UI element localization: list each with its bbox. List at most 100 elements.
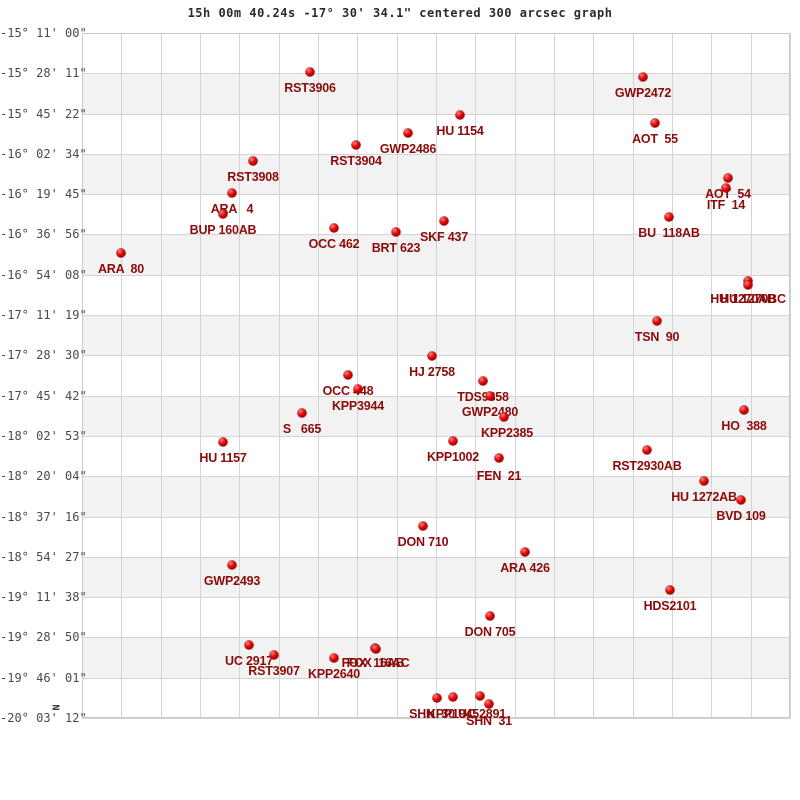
star-label: GWP2493 bbox=[203, 574, 261, 588]
star-label: RST3906 bbox=[284, 81, 336, 95]
star-dot bbox=[499, 412, 509, 422]
star-label: HO 388 bbox=[721, 419, 767, 433]
gridline-vertical bbox=[633, 33, 634, 718]
gridline-vertical bbox=[790, 33, 791, 718]
star-label: UC 2917 bbox=[225, 654, 273, 668]
star-dot bbox=[739, 405, 749, 415]
star-dot bbox=[638, 72, 648, 82]
gridline-vertical bbox=[279, 33, 280, 718]
star-label: UC 2891 bbox=[458, 707, 506, 721]
star-dot bbox=[329, 653, 339, 663]
star-label: GWP2472 bbox=[614, 86, 672, 100]
y-tick-label: -17° 45' 42" bbox=[0, 388, 87, 403]
star-dot bbox=[484, 699, 494, 709]
y-tick-label: -18° 20' 04" bbox=[0, 469, 87, 484]
star-dot bbox=[329, 223, 339, 233]
y-tick-label: -15° 28' 11" bbox=[0, 66, 87, 81]
gridline-vertical bbox=[711, 33, 712, 718]
star-dot bbox=[455, 110, 465, 120]
gridline-horizontal bbox=[82, 33, 790, 34]
star-dot bbox=[520, 547, 530, 557]
star-dot bbox=[723, 173, 733, 183]
star-label: KPP1002 bbox=[426, 450, 480, 464]
star-label: TDS9858 bbox=[457, 390, 509, 404]
star-label: BVD 109 bbox=[716, 509, 766, 523]
gridline-horizontal bbox=[82, 396, 790, 397]
gridline-vertical bbox=[672, 33, 673, 718]
star-dot bbox=[116, 248, 126, 258]
y-tick-label: -17° 28' 30" bbox=[0, 348, 87, 363]
gridline-vertical bbox=[554, 33, 555, 718]
star-label: HU 1270BC bbox=[720, 292, 786, 306]
star-label: ARA 80 bbox=[97, 262, 145, 276]
star-label: AOT 55 bbox=[632, 132, 678, 146]
star-label: HU 1157 bbox=[199, 451, 247, 465]
gridline-horizontal bbox=[82, 597, 790, 598]
star-label: FEN 21 bbox=[476, 469, 522, 483]
y-tick-label: -16° 54' 08" bbox=[0, 267, 87, 282]
chart-title: 15h 00m 40.24s -17° 30' 34.1" centered 3… bbox=[187, 6, 613, 20]
gridline-horizontal bbox=[82, 436, 790, 437]
y-tick-label: -18° 54' 27" bbox=[0, 549, 87, 564]
star-dot bbox=[736, 495, 746, 505]
star-label: RST2930AB bbox=[612, 459, 682, 473]
plot-area: RST3906 GWP2472 HU 1154 AOT 55 GWP2486 RST390… bbox=[82, 33, 791, 728]
north-indicator: N bbox=[49, 704, 61, 711]
star-dot bbox=[478, 376, 488, 386]
star-label: FOX 16AC bbox=[346, 656, 410, 670]
star-dot bbox=[351, 140, 361, 150]
star-label: ITF 14 bbox=[706, 198, 746, 212]
star-label: HDS2101 bbox=[643, 599, 697, 613]
gridline-horizontal bbox=[82, 517, 790, 518]
gridline-horizontal bbox=[82, 557, 790, 558]
y-tick-label: -15° 45' 22" bbox=[0, 106, 87, 121]
star-dot bbox=[642, 445, 652, 455]
y-tick-label: -16° 19' 45" bbox=[0, 187, 87, 202]
star-label: KPP3944 bbox=[331, 399, 385, 413]
gridline-horizontal bbox=[82, 73, 790, 74]
gridline-vertical bbox=[239, 33, 240, 718]
gridline-horizontal bbox=[82, 275, 790, 276]
star-label: KPP2385 bbox=[480, 426, 534, 440]
star-dot bbox=[371, 644, 381, 654]
star-dot bbox=[432, 693, 442, 703]
star-label: HJ 2758 bbox=[409, 365, 455, 379]
star-dot bbox=[269, 650, 279, 660]
star-label: RST3907 bbox=[248, 664, 300, 678]
star-label: SHN 30 bbox=[409, 707, 455, 721]
star-dot bbox=[485, 391, 495, 401]
gridline-vertical bbox=[475, 33, 476, 718]
star-label: SKF 437 bbox=[420, 230, 468, 244]
y-tick-label: -20° 03' 12" bbox=[0, 711, 87, 725]
star-label: TSN 90 bbox=[634, 330, 680, 344]
star-dot bbox=[448, 692, 458, 702]
gridline-vertical bbox=[318, 33, 319, 718]
y-tick-label: -19° 11' 38" bbox=[0, 590, 87, 605]
star-label: ARA 4 bbox=[210, 202, 254, 216]
y-tick-label: -18° 37' 16" bbox=[0, 509, 87, 524]
gridline-vertical bbox=[751, 33, 752, 718]
gridline-vertical bbox=[200, 33, 201, 718]
star-dot bbox=[391, 227, 401, 237]
star-dot bbox=[218, 437, 228, 447]
gridline-vertical bbox=[357, 33, 358, 718]
gridline-horizontal bbox=[82, 718, 790, 719]
gridline-vertical bbox=[121, 33, 122, 718]
star-label: BU 118AB bbox=[638, 226, 700, 240]
star-dot bbox=[353, 384, 363, 394]
star-label: KPP1945 bbox=[426, 707, 480, 721]
gridline-horizontal bbox=[82, 678, 790, 679]
star-dot bbox=[305, 67, 315, 77]
star-label: KPP2640 bbox=[307, 667, 361, 681]
star-dot bbox=[494, 453, 504, 463]
star-dot bbox=[244, 640, 254, 650]
gridline-vertical bbox=[515, 33, 516, 718]
gridline-vertical bbox=[397, 33, 398, 718]
star-label: HU 1270AB bbox=[710, 292, 776, 306]
star-dot bbox=[743, 280, 753, 290]
star-dot bbox=[227, 560, 237, 570]
y-tick-label: -16° 36' 56" bbox=[0, 227, 87, 242]
star-dot bbox=[418, 521, 428, 531]
star-dot bbox=[721, 183, 731, 193]
